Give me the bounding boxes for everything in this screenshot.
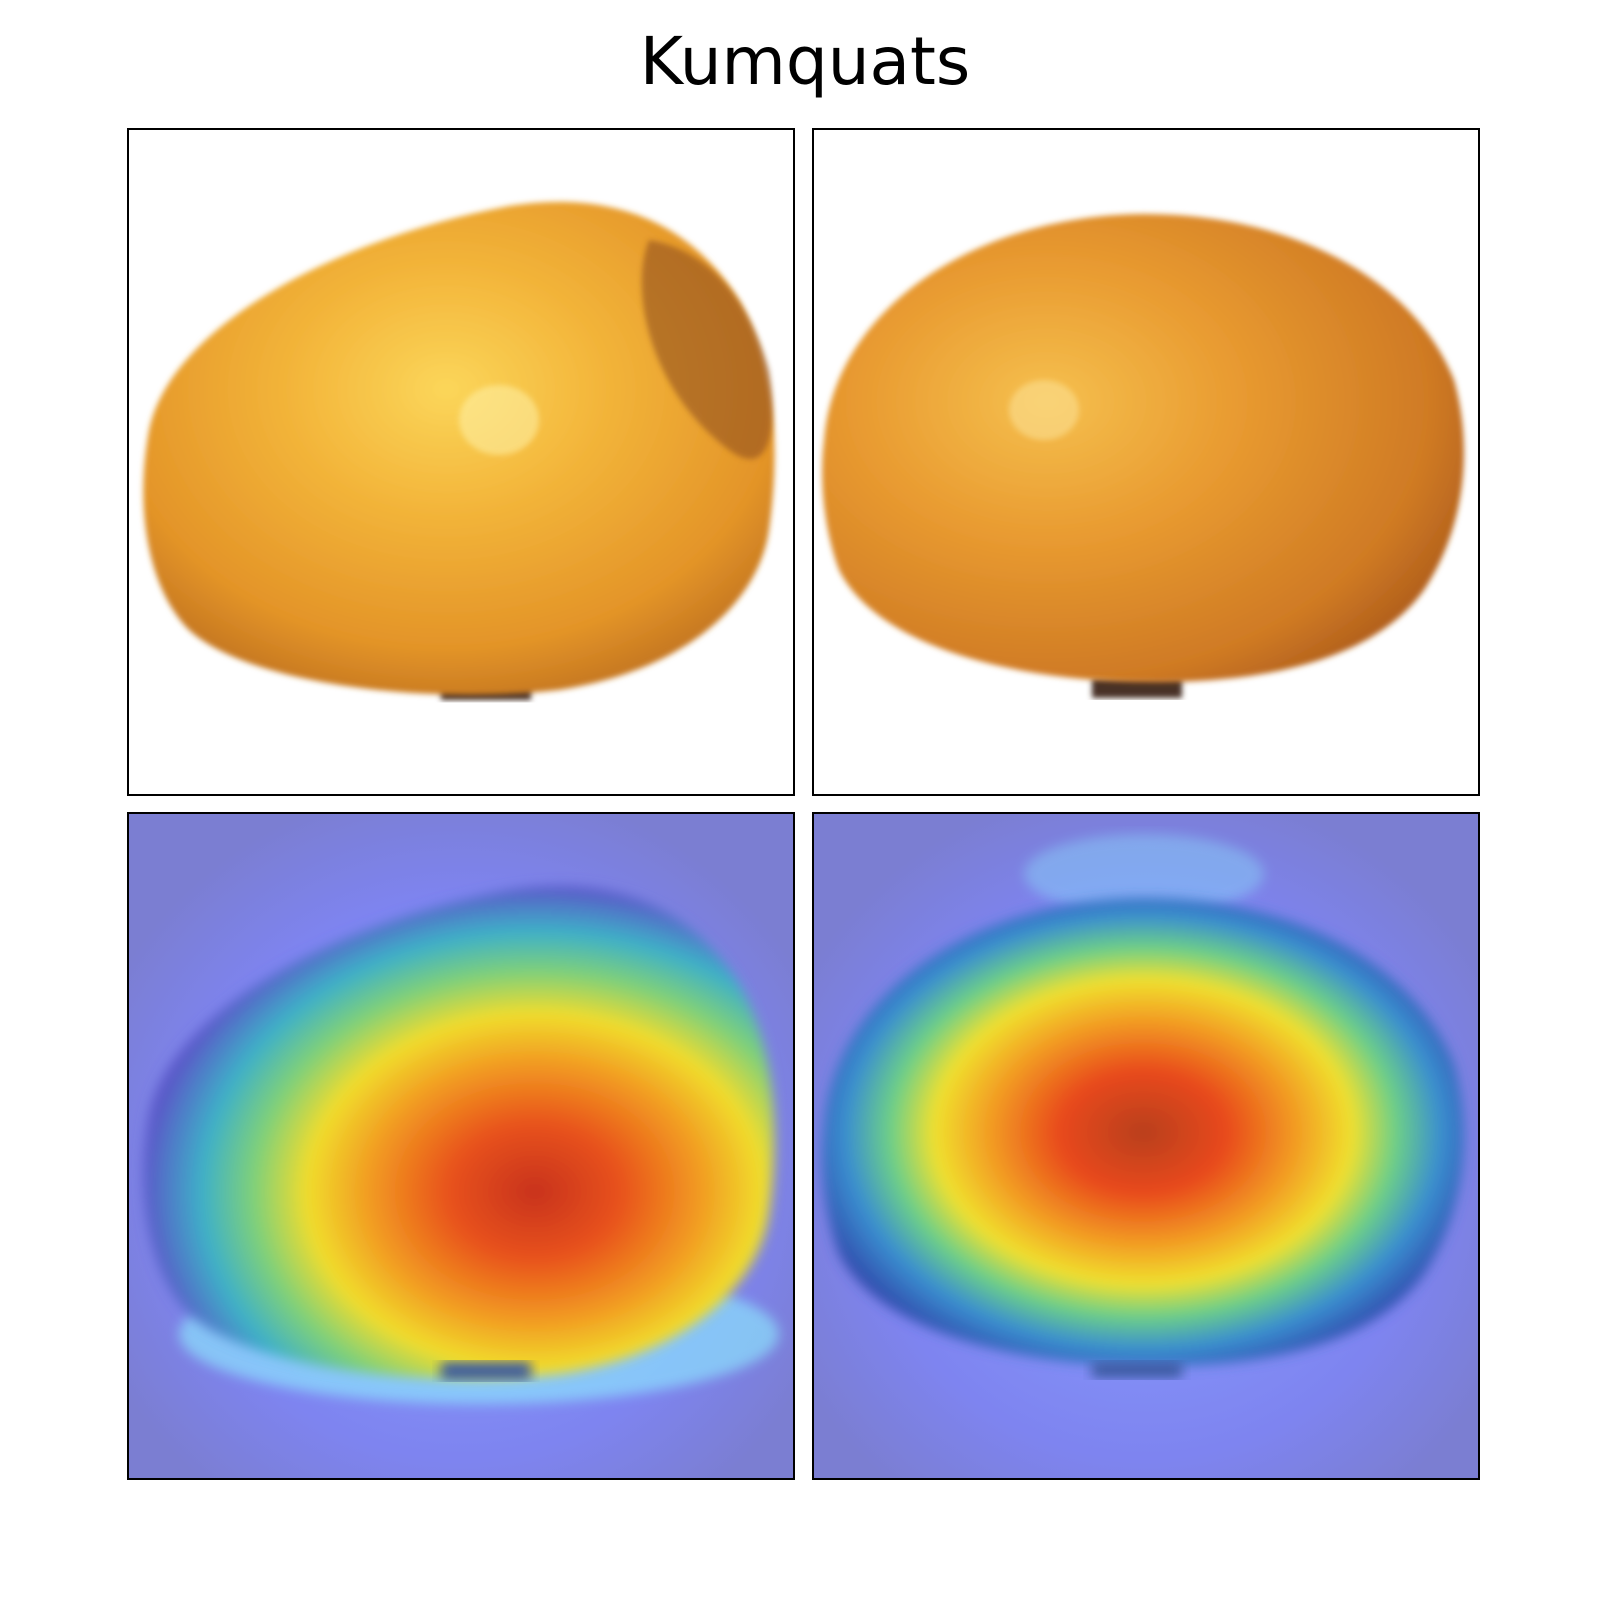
figure-title: Kumquats xyxy=(639,23,971,100)
fruit-highlight-right xyxy=(1009,380,1079,440)
fruit-highlight-left xyxy=(459,385,539,455)
heat-region-right xyxy=(822,898,1464,1367)
heat-region-left xyxy=(143,885,775,1379)
heatmap-image-left xyxy=(127,812,795,1480)
fruit-stand-right xyxy=(1092,678,1182,698)
kumquat-photo-right xyxy=(814,130,1478,794)
kumquat-right xyxy=(822,214,1464,683)
heatmap-image-right xyxy=(812,812,1480,1480)
original-image-left xyxy=(127,128,795,796)
original-image-right xyxy=(812,128,1480,796)
kumquat-left xyxy=(143,201,775,695)
fruit-shadow-left xyxy=(641,240,773,459)
heatmap-overlay-left xyxy=(129,814,793,1478)
kumquat-photo-left xyxy=(129,130,793,794)
heatmap-overlay-right xyxy=(814,814,1478,1478)
